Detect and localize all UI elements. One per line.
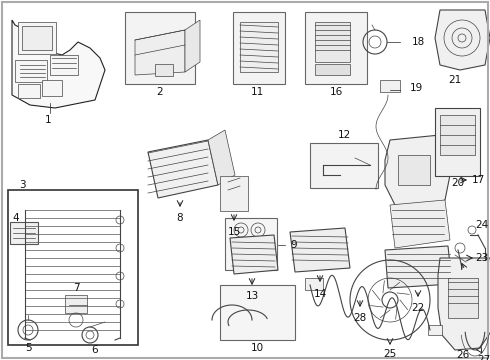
- Text: 9: 9: [291, 240, 297, 250]
- Text: 10: 10: [250, 343, 264, 353]
- Bar: [50, 55, 78, 75]
- Bar: [42, 80, 62, 96]
- Bar: [305, 278, 323, 290]
- Text: 15: 15: [227, 227, 241, 237]
- Bar: [155, 64, 173, 76]
- Bar: [22, 26, 52, 50]
- Bar: [125, 12, 195, 84]
- Text: 1: 1: [45, 115, 51, 125]
- Text: 18: 18: [412, 37, 425, 47]
- Polygon shape: [385, 135, 450, 210]
- Text: 16: 16: [329, 87, 343, 97]
- Bar: [8, 190, 138, 345]
- Text: 12: 12: [338, 130, 351, 140]
- Text: 4: 4: [13, 213, 19, 223]
- Text: 19: 19: [409, 83, 423, 93]
- Text: 26: 26: [456, 350, 469, 360]
- Text: 25: 25: [383, 349, 396, 359]
- Bar: [310, 143, 378, 188]
- Text: 11: 11: [250, 87, 264, 97]
- Text: 20: 20: [451, 178, 465, 188]
- Polygon shape: [208, 130, 235, 185]
- Text: 28: 28: [353, 313, 367, 323]
- Bar: [220, 176, 248, 211]
- Text: 21: 21: [448, 75, 462, 85]
- Polygon shape: [240, 22, 278, 72]
- Bar: [18, 22, 56, 54]
- Bar: [18, 84, 40, 98]
- Text: 8: 8: [177, 213, 183, 223]
- Text: 13: 13: [245, 291, 259, 301]
- Text: 2: 2: [157, 87, 163, 97]
- Bar: [15, 60, 47, 82]
- Text: 3: 3: [19, 180, 25, 190]
- Polygon shape: [185, 20, 200, 72]
- Bar: [315, 22, 350, 62]
- Polygon shape: [435, 10, 490, 70]
- Polygon shape: [390, 200, 450, 248]
- Bar: [10, 222, 38, 244]
- Bar: [225, 218, 277, 270]
- Polygon shape: [135, 30, 185, 75]
- Polygon shape: [148, 140, 218, 198]
- Polygon shape: [385, 246, 452, 288]
- Polygon shape: [438, 258, 490, 350]
- Bar: [65, 295, 87, 313]
- Text: 27: 27: [477, 355, 490, 360]
- Text: 14: 14: [314, 289, 327, 299]
- Text: 7: 7: [73, 283, 79, 293]
- Bar: [305, 12, 367, 84]
- Bar: [220, 285, 295, 340]
- Text: 5: 5: [24, 343, 31, 353]
- Polygon shape: [12, 20, 105, 108]
- Bar: [435, 108, 480, 176]
- Bar: [448, 278, 478, 318]
- Bar: [440, 115, 475, 155]
- Bar: [380, 80, 400, 92]
- Text: 6: 6: [92, 345, 98, 355]
- Bar: [233, 12, 285, 84]
- Text: 22: 22: [412, 303, 425, 313]
- Bar: [398, 155, 430, 185]
- Polygon shape: [230, 235, 278, 274]
- Polygon shape: [290, 228, 350, 272]
- Text: 24: 24: [475, 220, 489, 230]
- Polygon shape: [315, 64, 350, 75]
- Text: 17: 17: [471, 175, 485, 185]
- Bar: [428, 325, 442, 335]
- Text: 23: 23: [475, 253, 489, 263]
